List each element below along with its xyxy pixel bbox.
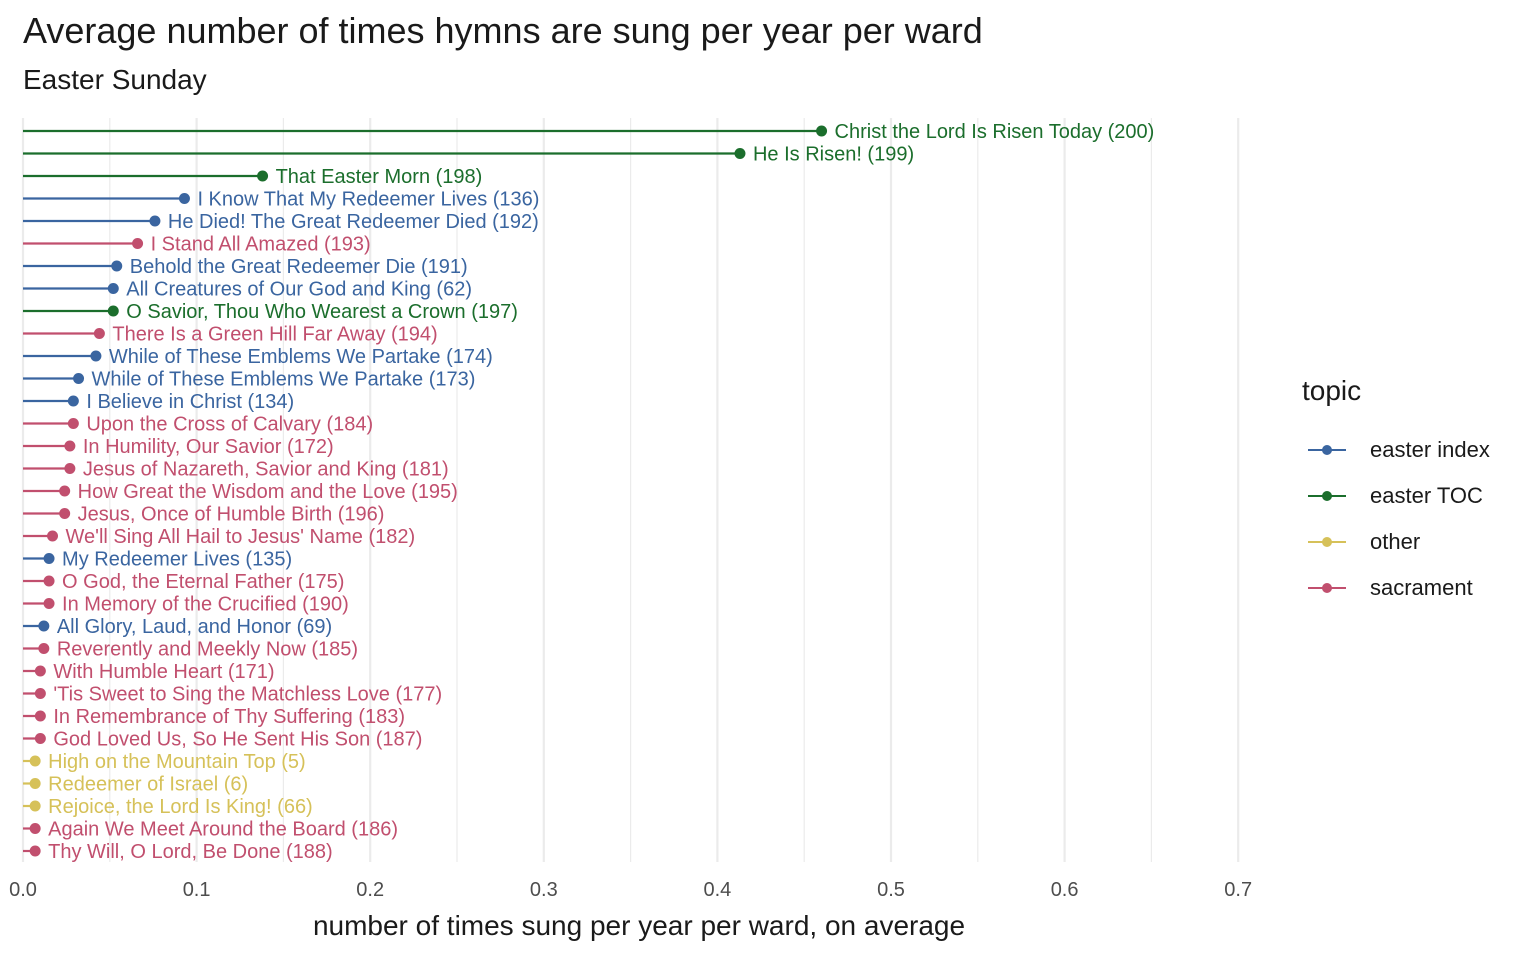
lollipop-dot: [29, 755, 41, 767]
x-tick-label: 0.7: [1224, 879, 1252, 901]
lollipop-dot: [132, 238, 144, 249]
lollipop-dot: [257, 170, 269, 182]
lollipop-dot: [64, 440, 76, 452]
lollipop-dot: [107, 283, 119, 294]
hymn-label: O God, the Eternal Father (175): [62, 571, 344, 593]
legend-key-other: [1308, 532, 1346, 552]
lollipop-dot: [43, 575, 55, 587]
lollipop-dot: [64, 463, 76, 474]
legend-item-easter-toc: easter TOC: [1302, 473, 1490, 519]
lollipop-dot: [93, 328, 105, 339]
lollipop-dot: [149, 215, 161, 227]
hymn-label: Behold the Great Redeemer Die (191): [130, 256, 468, 278]
legend-label: easter index: [1370, 437, 1490, 462]
legend-key-easter-toc: [1308, 486, 1346, 506]
hymn-label: God Loved Us, So He Sent His Son (187): [53, 729, 422, 751]
legend-label: easter TOC: [1370, 483, 1483, 508]
x-tick-label: 0.4: [703, 879, 731, 901]
legend-label: other: [1370, 529, 1421, 554]
x-axis-title: number of times sung per year per ward, …: [313, 910, 965, 941]
legend-item-sacrament: sacrament: [1302, 565, 1490, 611]
lollipop-dot: [59, 485, 71, 497]
lollipop-dot: [816, 125, 828, 137]
hymn-label: There Is a Green Hill Far Away (194): [112, 324, 437, 346]
hymn-label: Thy Will, O Lord, Be Done (188): [48, 841, 333, 863]
lollipop-dot: [90, 350, 102, 362]
lollipop-dot: [34, 710, 46, 722]
lollipop-dot: [67, 418, 79, 429]
lollipop-dot: [34, 733, 46, 744]
x-tick-label: 0.1: [183, 879, 211, 901]
lollipop-dot: [67, 395, 79, 407]
lollipop-dot: [38, 643, 50, 654]
legend-key-sacrament: [1308, 578, 1346, 598]
hymn-label: That Easter Morn (198): [276, 166, 483, 188]
hymn-label: How Great the Wisdom and the Love (195): [78, 481, 458, 503]
lollipop-dot: [29, 823, 41, 834]
lollipop-dot: [107, 305, 119, 317]
hymn-label: I Know That My Redeemer Lives (136): [197, 189, 539, 211]
hymn-label: I Believe in Christ (134): [86, 391, 294, 413]
lollipop-dot: [29, 845, 41, 857]
hymn-label: In Remembrance of Thy Suffering (183): [53, 706, 405, 728]
hymn-label: High on the Mountain Top (5): [48, 751, 306, 773]
lollipop-dot: [111, 260, 123, 272]
chart-subtitle: Easter Sunday: [23, 64, 207, 95]
x-tick-label: 0.6: [1051, 879, 1079, 901]
lollipop-dot: [43, 553, 55, 564]
lollipop-dot: [34, 688, 46, 699]
legend-label: sacrament: [1370, 575, 1473, 600]
x-tick-label: 0.0: [9, 879, 37, 901]
hymn-label: All Creatures of Our God and King (62): [126, 279, 472, 301]
lollipop-dot: [29, 800, 41, 812]
legend-item-easter-index: easter index: [1302, 427, 1490, 473]
hymn-label: 'Tis Sweet to Sing the Matchless Love (1…: [53, 684, 442, 706]
lollipop-dot: [38, 620, 50, 632]
lollipop-dot: [734, 148, 746, 159]
hymn-label: Redeemer of Israel (6): [48, 774, 248, 796]
hymn-label: While of These Emblems We Partake (173): [92, 369, 476, 391]
x-tick-label: 0.5: [877, 879, 905, 901]
hymn-label: Again We Meet Around the Board (186): [48, 819, 398, 841]
hymn-label: He Died! The Great Redeemer Died (192): [168, 211, 539, 233]
chart-title: Average number of times hymns are sung p…: [23, 10, 983, 51]
hymn-label: In Humility, Our Savior (172): [83, 436, 334, 458]
hymn-label: I Stand All Amazed (193): [151, 234, 371, 256]
legend-key-easter-index: [1308, 440, 1346, 460]
hymn-label: My Redeemer Lives (135): [62, 549, 292, 571]
hymn-label: Rejoice, the Lord Is King! (66): [48, 796, 313, 818]
hymn-label: Jesus of Nazareth, Savior and King (181): [83, 459, 449, 481]
x-tick-label: 0.2: [356, 879, 384, 901]
hymn-label: Christ the Lord Is Risen Today (200): [835, 121, 1155, 143]
hymn-label: Jesus, Once of Humble Birth (196): [78, 504, 385, 526]
hymn-label: All Glory, Laud, and Honor (69): [57, 616, 332, 638]
x-tick-label: 0.3: [530, 879, 558, 901]
lollipop-dot: [43, 598, 55, 609]
lollipop-dot: [73, 373, 85, 384]
lollipop-dot: [59, 508, 71, 519]
hymn-label: He Is Risen! (199): [753, 144, 914, 166]
legend-title: topic: [1302, 375, 1362, 406]
hymn-label: Upon the Cross of Calvary (184): [86, 414, 373, 436]
lollipop-dot: [47, 530, 59, 542]
lollipop-dot: [29, 778, 41, 789]
legend-item-other: other: [1302, 519, 1490, 565]
hymn-label: While of These Emblems We Partake (174): [109, 346, 493, 368]
hymn-label: We'll Sing All Hail to Jesus' Name (182): [66, 526, 416, 548]
lollipop-dot: [178, 193, 190, 204]
hymn-label: With Humble Heart (171): [53, 661, 274, 683]
legend: topic easter index easter TOC other sacr…: [1302, 375, 1490, 611]
hymn-label: O Savior, Thou Who Wearest a Crown (197): [126, 301, 518, 323]
hymn-label: Reverently and Meekly Now (185): [57, 639, 358, 661]
hymn-label: In Memory of the Crucified (190): [62, 594, 349, 616]
lollipop-dot: [34, 665, 46, 677]
